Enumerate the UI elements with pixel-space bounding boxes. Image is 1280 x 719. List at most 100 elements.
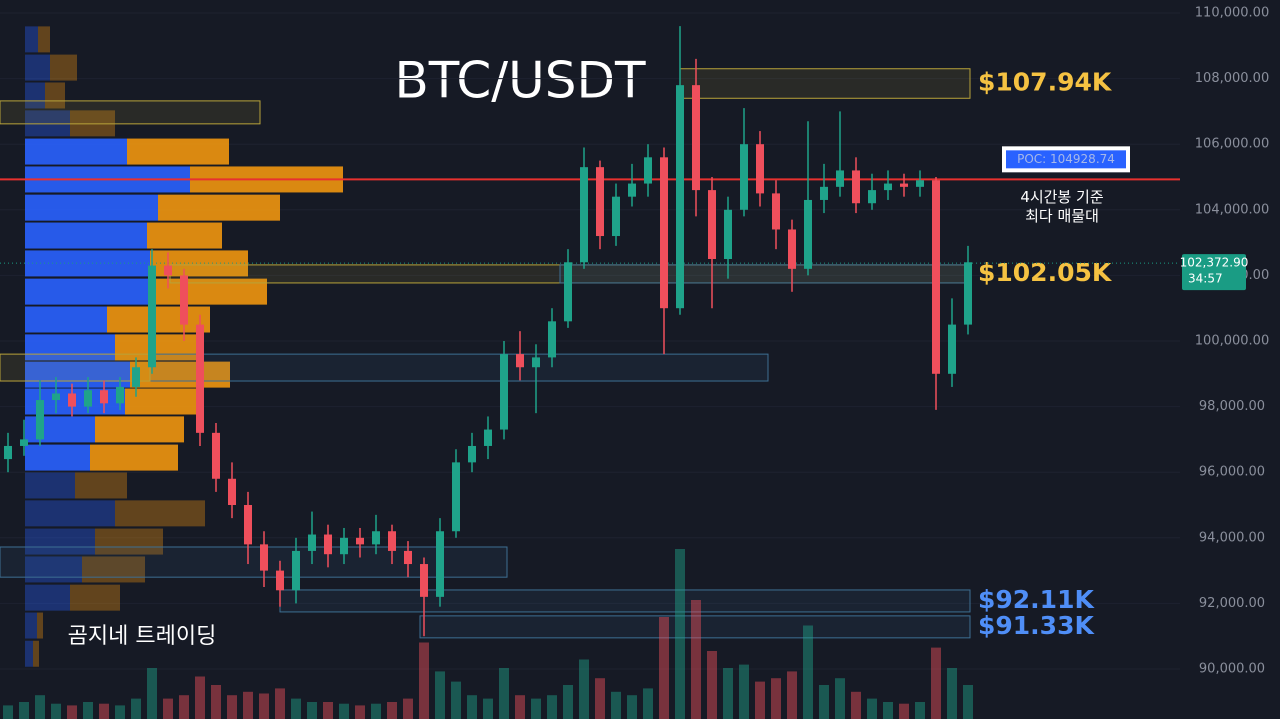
- candle-body: [228, 478, 236, 506]
- zone: [679, 68, 971, 99]
- candle-body: [4, 445, 12, 460]
- candle-body: [164, 265, 172, 276]
- candle-body: [804, 199, 812, 269]
- volume-bar: [595, 678, 605, 719]
- volume-bar: [899, 703, 909, 719]
- profile-buy: [25, 26, 38, 53]
- candle-body: [724, 209, 732, 259]
- candle-body: [20, 439, 28, 446]
- zone-label: $91.33K: [978, 611, 1095, 640]
- volume-bar: [19, 702, 29, 719]
- volume-bar: [147, 668, 157, 719]
- zone: [149, 353, 769, 382]
- volume-bar: [387, 702, 397, 719]
- profile-buy: [25, 528, 95, 555]
- candle-body: [644, 157, 652, 184]
- volume-bar: [739, 664, 749, 719]
- candle-body: [708, 190, 716, 259]
- countdown: 34:57: [1188, 272, 1223, 286]
- profile-sell: [158, 194, 280, 221]
- profile-sell: [115, 500, 205, 527]
- candle-body: [180, 275, 188, 325]
- zone: [0, 546, 508, 578]
- volume-bar: [195, 676, 205, 719]
- candle-body: [340, 537, 348, 555]
- volume-bar: [659, 617, 669, 719]
- candle-body: [820, 186, 828, 200]
- poc-note: 최다 매물대: [1025, 207, 1099, 225]
- profile-sell: [95, 416, 184, 443]
- profile-sell: [130, 361, 230, 388]
- volume-bar: [627, 695, 637, 719]
- profile-buy: [25, 222, 147, 249]
- candle-body: [404, 550, 412, 565]
- profile-buy: [25, 54, 50, 81]
- profile-sell: [147, 222, 222, 249]
- profile-buy: [25, 138, 127, 165]
- candle-body: [628, 183, 636, 197]
- y-tick-label: 96,000.00: [1199, 465, 1265, 480]
- profile-buy: [25, 250, 150, 277]
- volume-bar: [803, 625, 813, 719]
- poc-box-inner: [1006, 150, 1126, 169]
- candle-body: [388, 531, 396, 551]
- profile-sell: [45, 82, 65, 109]
- volume-bar: [259, 693, 269, 719]
- candle-body: [148, 265, 156, 368]
- volume-bar: [163, 698, 173, 719]
- candle-body: [260, 544, 268, 571]
- y-tick-label: 92,000.00: [1199, 596, 1265, 611]
- profile-buy: [25, 278, 155, 305]
- profile-buy: [25, 472, 75, 499]
- zone: [0, 100, 261, 125]
- volume-bar: [547, 695, 557, 719]
- candle-body: [132, 367, 140, 387]
- candle-body: [596, 167, 604, 237]
- volume-bar: [867, 698, 877, 719]
- y-tick-label: 94,000.00: [1199, 530, 1265, 545]
- watermark: 곰지네 트레이딩: [68, 624, 217, 649]
- volume-bar: [51, 703, 61, 719]
- profile-sell: [107, 306, 210, 333]
- candle-body: [84, 390, 92, 407]
- y-tick-label: 108,000.00: [1195, 71, 1269, 86]
- profile-buy: [25, 444, 90, 471]
- poc-note: 4시간봉 기준: [1020, 188, 1104, 206]
- candle-body: [116, 386, 124, 404]
- volume-bar: [67, 705, 77, 719]
- profile-sell: [75, 472, 127, 499]
- volume-bar: [851, 691, 861, 719]
- volume-bar: [835, 678, 845, 719]
- candle-body: [948, 324, 956, 374]
- candle-body: [420, 564, 428, 597]
- profile-sell: [33, 640, 39, 667]
- candle-body: [244, 505, 252, 545]
- candle-body: [788, 229, 796, 269]
- volume-bar: [115, 705, 125, 719]
- candle-body: [548, 321, 556, 358]
- volume-bar: [915, 702, 925, 719]
- candle-body: [516, 354, 524, 368]
- y-tick-label: 106,000.00: [1195, 137, 1269, 152]
- candle-body: [660, 157, 668, 309]
- volume-bar: [179, 695, 189, 719]
- profile-sell: [38, 26, 50, 53]
- profile-buy: [25, 82, 45, 109]
- volume-bar: [931, 647, 941, 719]
- profile-sell: [90, 444, 178, 471]
- profile-buy: [25, 500, 115, 527]
- volume-bar: [611, 691, 621, 719]
- candle-body: [740, 144, 748, 210]
- candle-body: [212, 432, 220, 479]
- profile-sell: [125, 388, 203, 415]
- volume-bar: [723, 668, 733, 719]
- volume-bar: [83, 702, 93, 719]
- profile-sell: [82, 556, 145, 583]
- poc-label: POC: 104928.74: [1017, 152, 1115, 166]
- y-tick-label: 98,000.00: [1199, 399, 1265, 414]
- candle-body: [436, 531, 444, 597]
- profile-buy: [25, 612, 37, 639]
- chart-title: BTC/USDT: [394, 52, 646, 110]
- volume-bar: [275, 688, 285, 719]
